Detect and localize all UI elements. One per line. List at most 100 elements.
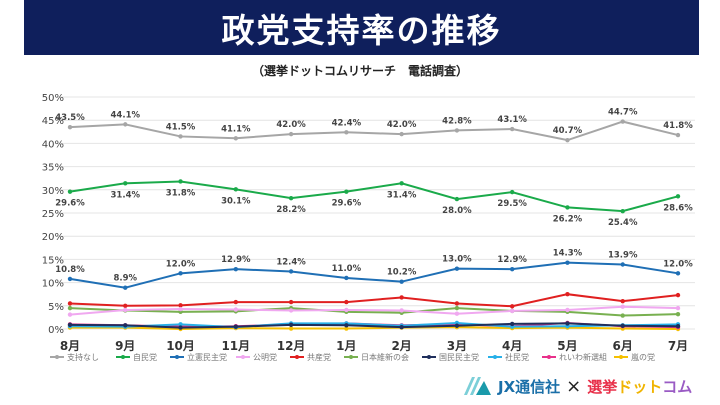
series-line <box>69 261 679 289</box>
x-tick-label: 1月 <box>336 339 356 353</box>
data-point <box>565 137 570 143</box>
data-point <box>675 305 681 311</box>
y-tick-label: 10% <box>42 279 64 290</box>
legend-label: 共産党 <box>307 352 331 362</box>
data-label: 11.0% <box>332 264 362 274</box>
data-point <box>565 260 570 265</box>
data-point <box>620 298 625 304</box>
legend-label: 国民民主党 <box>439 352 479 362</box>
legend-label: 自民党 <box>133 352 157 362</box>
logo: JX通信社 × 選挙ドットコム <box>462 375 692 397</box>
data-point <box>399 324 404 330</box>
data-label: 13.0% <box>442 255 472 265</box>
data-point <box>178 325 183 330</box>
data-point <box>67 305 73 311</box>
legend-marker <box>295 355 299 359</box>
logo-dot: ドット <box>617 377 663 396</box>
data-label: 12.9% <box>497 255 527 265</box>
data-point <box>675 324 681 329</box>
legend-marker <box>175 355 179 359</box>
data-point <box>344 307 349 313</box>
logo-com: コム <box>662 377 693 396</box>
data-point <box>399 131 404 137</box>
data-point <box>344 323 349 328</box>
data-point <box>454 128 460 133</box>
data-label: 12.4% <box>276 257 306 267</box>
data-label: 43.1% <box>497 115 527 125</box>
data-point <box>344 326 349 331</box>
data-point <box>509 126 515 132</box>
data-label: 31.8% <box>166 188 196 198</box>
data-label: 31.4% <box>387 190 417 200</box>
series-line <box>69 180 679 213</box>
data-label: 12.0% <box>663 259 693 269</box>
data-label: 41.1% <box>221 124 251 134</box>
legend-label: 嵐の党 <box>631 352 655 362</box>
x-tick-label: 6月 <box>613 339 633 353</box>
x-tick-label: 5月 <box>557 339 577 353</box>
data-point <box>288 326 294 331</box>
y-tick-label: 40% <box>42 139 64 150</box>
data-point <box>344 275 349 281</box>
series-line <box>70 326 679 331</box>
page-title: 政党支持率の推移 <box>221 10 502 50</box>
x-tick-label: 9月 <box>115 339 135 353</box>
y-tick-label: 30% <box>42 186 64 197</box>
data-point <box>454 305 460 311</box>
data-label: 42.0% <box>387 120 417 130</box>
logo-jx: JX通信社 <box>498 377 561 396</box>
data-point <box>67 276 73 282</box>
data-point <box>344 189 349 194</box>
x-tick-label: 12月 <box>277 339 306 353</box>
legend-label: れいわ新選組 <box>559 352 607 362</box>
data-point <box>233 187 239 192</box>
data-label: 28.6% <box>663 203 693 213</box>
data-label: 41.5% <box>166 122 196 132</box>
data-label: 12.0% <box>166 259 196 269</box>
data-point <box>620 323 625 328</box>
data-label: 28.0% <box>442 206 472 216</box>
data-point <box>123 303 128 308</box>
legend-marker <box>547 355 551 359</box>
data-point <box>178 271 183 276</box>
data-point <box>67 322 73 328</box>
data-point <box>178 179 183 184</box>
title-banner: 政党支持率の推移 <box>24 0 699 55</box>
data-label: 44.1% <box>111 110 141 120</box>
data-point <box>288 322 294 328</box>
y-tick-label: 25% <box>42 209 64 220</box>
data-label: 28.2% <box>276 205 306 215</box>
logo-senkyo: 選挙 <box>587 377 618 396</box>
x-tick-label: 4月 <box>502 339 522 353</box>
data-point <box>454 196 460 202</box>
series-line <box>69 322 679 329</box>
data-point <box>675 132 681 138</box>
y-tick-label: 0% <box>48 325 64 336</box>
data-point <box>67 312 73 317</box>
data-label: 42.4% <box>332 118 362 128</box>
data-label: 41.8% <box>663 121 693 131</box>
data-label: 8.9% <box>113 274 137 284</box>
x-tick-label: 7月 <box>668 339 688 353</box>
data-point <box>620 208 625 214</box>
data-point <box>123 323 128 328</box>
data-point <box>454 266 460 271</box>
y-tick-label: 5% <box>48 302 64 313</box>
data-label: 43.5% <box>55 113 85 123</box>
data-point <box>233 136 239 141</box>
legend-label: 支持なし <box>67 352 99 362</box>
data-point <box>344 299 349 305</box>
data-point <box>344 130 349 135</box>
y-tick-label: 20% <box>42 232 64 243</box>
data-point <box>399 295 404 300</box>
data-point <box>399 181 404 186</box>
data-label: 12.9% <box>221 255 251 265</box>
data-point <box>509 321 515 327</box>
data-point <box>288 195 294 201</box>
data-label: 42.8% <box>442 116 472 126</box>
y-tick-label: 50% <box>42 93 64 104</box>
data-point <box>233 307 239 312</box>
legend-marker <box>619 355 623 359</box>
data-point <box>509 308 515 314</box>
